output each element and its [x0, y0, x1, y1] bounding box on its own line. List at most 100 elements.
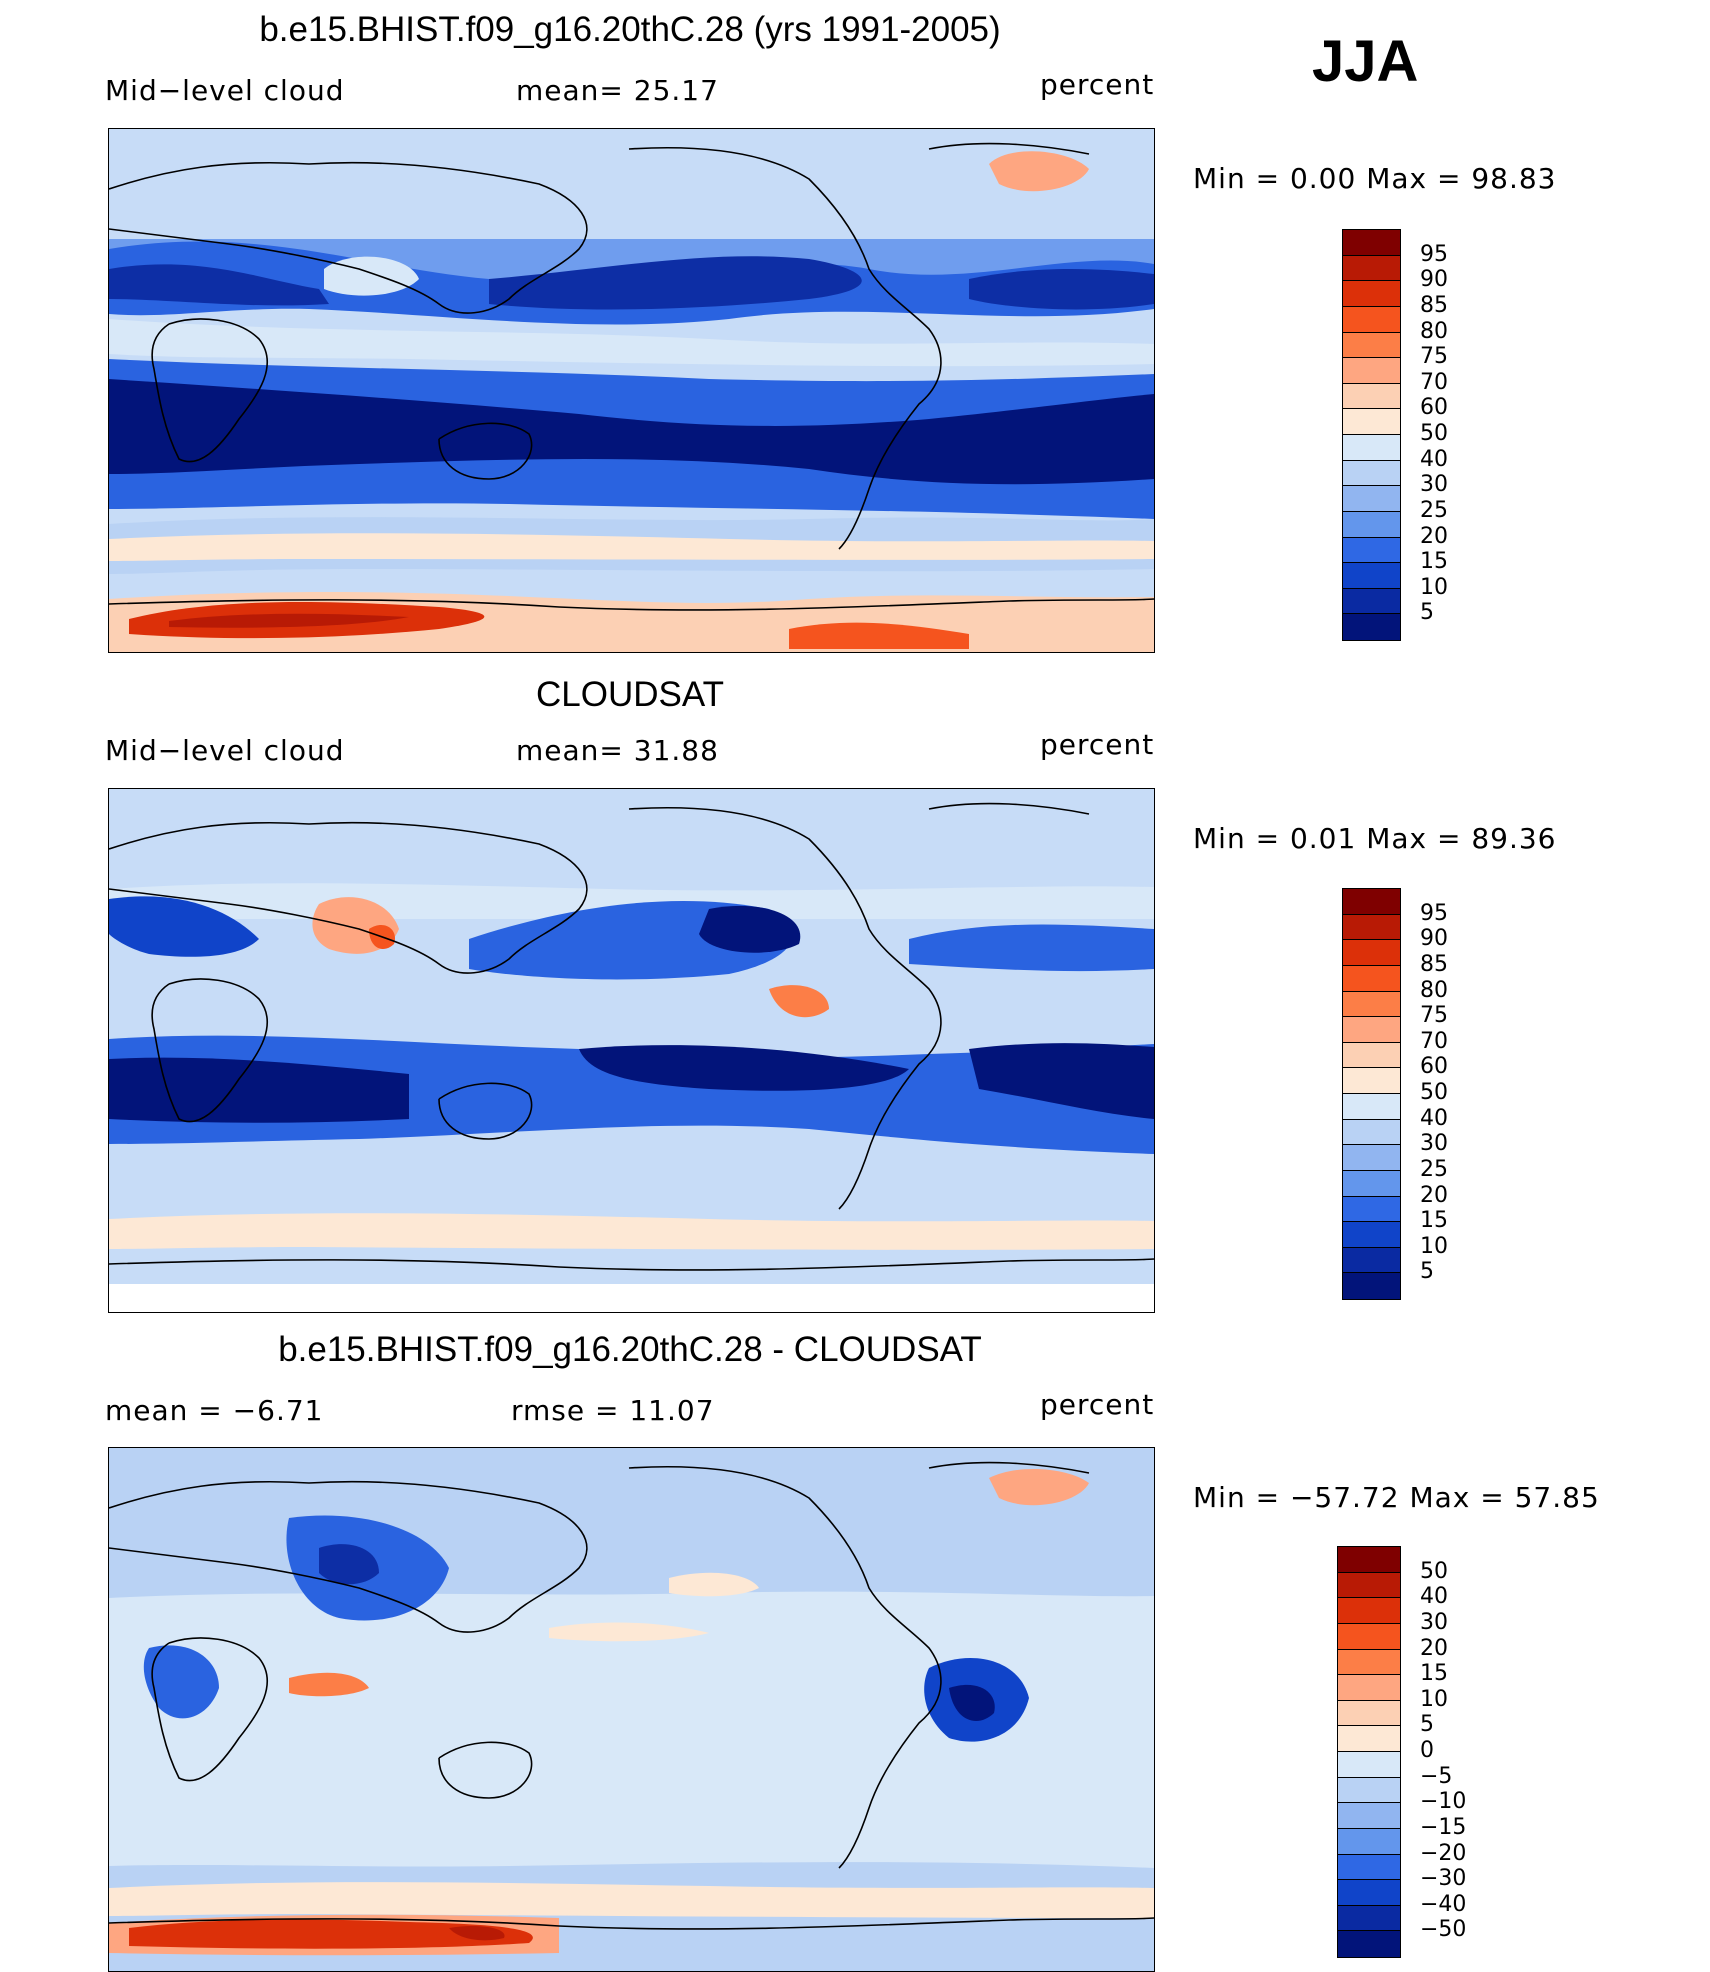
colorbar-tick-label: 5 [1420, 1712, 1434, 1738]
panel3-mean-label: mean = −6.71 [105, 1394, 324, 1427]
colorbar-tick-label: 30 [1420, 1609, 1448, 1635]
colorbar-tick-label: 15 [1420, 1208, 1448, 1234]
panel1-colorbar [1342, 229, 1401, 641]
colorbar-tick-label: −50 [1420, 1917, 1467, 1943]
colorbar-swatch [1338, 1649, 1400, 1676]
panel2-units-label: percent [1040, 728, 1155, 761]
colorbar-swatch [1338, 1854, 1400, 1881]
colorbar-swatch [1338, 1752, 1400, 1778]
colorbar-tick-label: 50 [1420, 1558, 1448, 1584]
colorbar-tick-label: 90 [1420, 267, 1448, 293]
colorbar-swatch [1338, 1726, 1400, 1752]
colorbar-tick-label: 10 [1420, 1233, 1448, 1259]
colorbar-swatch [1343, 1119, 1400, 1146]
colorbar-tick-label: 15 [1420, 1661, 1448, 1687]
colorbar-tick-label: 30 [1420, 1131, 1448, 1157]
colorbar-tick-label: 20 [1420, 523, 1448, 549]
colorbar-tick-label: 5 [1420, 600, 1434, 626]
colorbar-swatch [1343, 1273, 1400, 1299]
colorbar-tick-label: 0 [1420, 1738, 1434, 1763]
colorbar-tick-label: 40 [1420, 1105, 1448, 1131]
colorbar-swatch [1343, 486, 1400, 512]
colorbar-swatch [1343, 358, 1400, 384]
colorbar-swatch [1338, 1803, 1400, 1829]
colorbar-tick-label: 90 [1420, 926, 1448, 952]
colorbar-swatch [1338, 1547, 1400, 1573]
colorbar-tick-label: 50 [1420, 421, 1448, 446]
colorbar-tick-label: 85 [1420, 292, 1448, 318]
colorbar-swatch [1343, 383, 1400, 410]
panel1-left-label: Mid−level cloud [105, 74, 345, 107]
colorbar-swatch [1343, 588, 1400, 615]
colorbar-swatch [1343, 614, 1400, 640]
colorbar-tick-label: 95 [1420, 241, 1448, 267]
colorbar-tick-label: 30 [1420, 472, 1448, 498]
colorbar-tick-label: −30 [1420, 1866, 1467, 1892]
colorbar-tick-label: 70 [1420, 369, 1448, 395]
colorbar-tick-label: −20 [1420, 1840, 1467, 1866]
colorbar-tick-label: 70 [1420, 1028, 1448, 1054]
panel3-title: b.e15.BHIST.f09_g16.20thC.28 - CLOUDSAT [278, 1330, 982, 1369]
colorbar-swatch [1343, 1094, 1400, 1120]
colorbar-swatch [1343, 409, 1400, 435]
panel1-min-max: Min = 0.00 Max = 98.83 [1193, 162, 1557, 195]
colorbar-swatch [1343, 1170, 1400, 1197]
panel3-colorbar [1337, 1546, 1401, 1958]
panel2-colorbar-labels: 95 90 85 80 75 70 60 50 40 30 25 20 15 10 5 [1420, 888, 1500, 1298]
colorbar-tick-label: 20 [1420, 1182, 1448, 1208]
panel2-mean-label: mean= 31.88 [516, 734, 719, 767]
colorbar-swatch [1338, 1598, 1400, 1624]
colorbar-swatch [1343, 1222, 1400, 1248]
season-label: JJA [1312, 29, 1419, 94]
colorbar-tick-label: 40 [1420, 1584, 1448, 1610]
colorbar-swatch [1343, 255, 1400, 282]
colorbar-swatch [1338, 1777, 1400, 1804]
colorbar-swatch [1343, 537, 1400, 564]
colorbar-swatch [1343, 940, 1400, 966]
colorbar-tick-label: 10 [1420, 1686, 1448, 1712]
colorbar-swatch [1343, 230, 1400, 256]
colorbar-swatch [1343, 991, 1400, 1018]
colorbar-tick-label: 85 [1420, 951, 1448, 977]
colorbar-swatch [1343, 563, 1400, 589]
colorbar-swatch [1343, 914, 1400, 941]
colorbar-tick-label: −5 [1420, 1763, 1453, 1789]
panel3-colorbar-labels: 50 40 30 20 15 10 5 0 −5 −10 −15 −20 −30 −40 −50 [1420, 1546, 1510, 1956]
colorbar-swatch [1338, 1931, 1400, 1957]
colorbar-tick-label: 50 [1420, 1080, 1448, 1105]
colorbar-swatch [1343, 889, 1400, 915]
colorbar-tick-label: 20 [1420, 1635, 1448, 1661]
panel2-colorbar [1342, 888, 1401, 1300]
colorbar-tick-label: 15 [1420, 549, 1448, 575]
colorbar-swatch [1343, 1247, 1400, 1274]
colorbar-swatch [1343, 332, 1400, 359]
colorbar-swatch [1343, 460, 1400, 487]
colorbar-tick-label: 80 [1420, 977, 1448, 1003]
panel3-min-max: Min = −57.72 Max = 57.85 [1193, 1481, 1600, 1514]
colorbar-swatch [1338, 1905, 1400, 1932]
colorbar-swatch [1338, 1880, 1400, 1906]
colorbar-tick-label: 25 [1420, 497, 1448, 523]
colorbar-swatch [1343, 281, 1400, 307]
panel3-rmse-label: rmse = 11.07 [511, 1394, 715, 1427]
colorbar-tick-label: 5 [1420, 1259, 1434, 1285]
colorbar-swatch [1343, 1068, 1400, 1094]
colorbar-swatch [1343, 511, 1400, 538]
panel3-units-label: percent [1040, 1388, 1155, 1421]
colorbar-tick-label: 80 [1420, 318, 1448, 344]
colorbar-tick-label: −40 [1420, 1891, 1467, 1917]
colorbar-swatch [1338, 1828, 1400, 1855]
colorbar-swatch [1338, 1675, 1400, 1701]
panel1-map [108, 128, 1155, 653]
colorbar-tick-label: 10 [1420, 574, 1448, 600]
colorbar-swatch [1343, 965, 1400, 992]
colorbar-swatch [1343, 435, 1400, 461]
colorbar-tick-label: 95 [1420, 900, 1448, 926]
colorbar-swatch [1343, 1145, 1400, 1171]
colorbar-tick-label: 25 [1420, 1156, 1448, 1182]
panel2-map [108, 788, 1155, 1313]
colorbar-swatch [1338, 1623, 1400, 1650]
colorbar-swatch [1338, 1572, 1400, 1599]
colorbar-swatch [1338, 1700, 1400, 1727]
colorbar-swatch [1343, 1042, 1400, 1069]
